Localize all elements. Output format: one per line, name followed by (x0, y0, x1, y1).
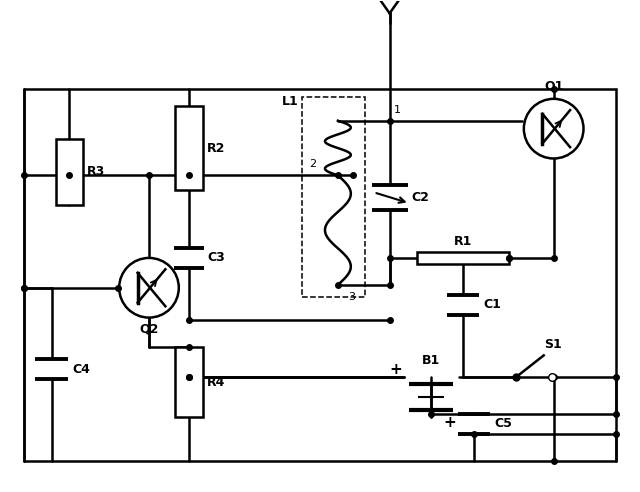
Text: R2: R2 (207, 142, 225, 154)
Text: +: + (443, 414, 456, 430)
Text: 1: 1 (394, 105, 401, 115)
Bar (175, 347, 203, 417)
Text: +: + (389, 362, 402, 377)
Text: B1: B1 (422, 354, 440, 368)
Text: R3: R3 (87, 165, 106, 179)
Circle shape (119, 258, 179, 318)
Text: R1: R1 (454, 235, 472, 248)
Text: R4: R4 (207, 376, 225, 389)
Text: C3: C3 (207, 251, 225, 264)
Text: C5: C5 (494, 418, 512, 430)
Bar (175, 106, 203, 190)
Text: 2: 2 (310, 159, 317, 169)
Text: Q1: Q1 (544, 80, 563, 93)
Text: C4: C4 (72, 363, 90, 376)
Bar (56, 139, 83, 205)
Text: Q2: Q2 (140, 323, 159, 336)
Bar (417, 252, 509, 264)
Bar (302, 97, 365, 297)
Text: L1: L1 (282, 95, 299, 108)
Text: C1: C1 (483, 298, 501, 311)
Text: C2: C2 (412, 191, 429, 204)
Circle shape (524, 99, 584, 158)
Text: S1: S1 (544, 338, 561, 351)
Text: 3: 3 (348, 292, 355, 302)
